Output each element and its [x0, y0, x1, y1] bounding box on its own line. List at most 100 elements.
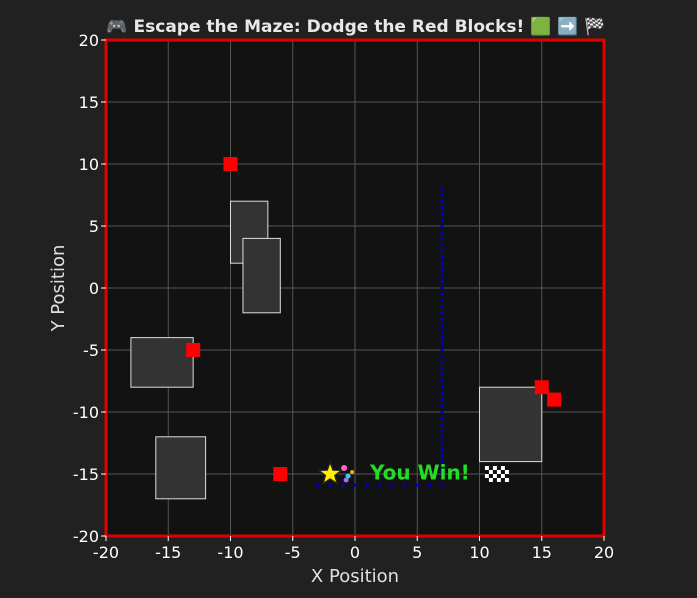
path-dot [440, 255, 444, 259]
path-dot [440, 404, 444, 408]
path-dot [440, 385, 444, 389]
checkered-flag-icon [484, 466, 509, 482]
path-dot [440, 205, 444, 210]
path-dot [440, 273, 444, 278]
path-dot [440, 466, 444, 470]
red-block-enemy [186, 343, 201, 357]
path-dot [440, 472, 444, 476]
red-blocks [186, 157, 562, 481]
path-dot [440, 218, 444, 222]
red-block-enemy [223, 157, 238, 171]
y-tick-label: -20 [73, 527, 99, 546]
path-dot [440, 428, 444, 433]
trail-path [315, 187, 444, 487]
flag-square [488, 466, 493, 470]
path-dot [440, 261, 444, 265]
path-dot [403, 483, 407, 487]
path-dot [440, 311, 444, 315]
path-dot [328, 483, 332, 487]
path-dot [365, 483, 370, 487]
flag-square [484, 474, 489, 478]
flag-square [484, 470, 489, 474]
flag-square [504, 466, 509, 470]
maze-wall [155, 436, 207, 500]
path-dot [440, 354, 444, 358]
x-tick-label: -10 [217, 543, 243, 562]
path-dot [440, 304, 444, 309]
path-dot [440, 335, 444, 340]
path-dot [440, 397, 444, 402]
path-dot [440, 373, 444, 377]
path-dot [440, 453, 444, 458]
x-tick-label: 15 [532, 543, 552, 562]
flag-square [504, 470, 509, 474]
path-dot [440, 323, 444, 327]
red-block-enemy [273, 467, 288, 481]
maze-wall [130, 337, 194, 388]
path-dot [440, 391, 444, 396]
flag-square [500, 478, 505, 482]
y-tick-label: 15 [79, 93, 99, 112]
path-dot [440, 416, 444, 420]
path-dot [440, 317, 444, 321]
path-dot [440, 447, 444, 451]
path-dot [440, 230, 444, 234]
flag-square [500, 466, 505, 470]
flag-square [504, 474, 509, 478]
path-dot [440, 280, 444, 284]
x-tick-label: 10 [469, 543, 489, 562]
path-dot [440, 199, 444, 203]
flag-square [492, 474, 497, 478]
y-tick-label: -5 [83, 341, 99, 360]
y-tick-label: 0 [89, 279, 99, 298]
flag-square [496, 478, 501, 482]
maze-walls [130, 200, 543, 500]
path-dot [440, 483, 444, 487]
path-dot [353, 483, 357, 487]
path-dot [440, 360, 444, 365]
path-dot [440, 236, 444, 241]
confetti-icon [341, 465, 348, 471]
path-dot [378, 483, 382, 487]
maze-wall [479, 386, 543, 463]
y-tick-label: -15 [73, 465, 99, 484]
x-tick-label: 20 [594, 543, 614, 562]
x-tick-label: 5 [412, 543, 422, 562]
path-dot [440, 211, 444, 216]
flag-square [500, 474, 505, 478]
path-dot [440, 410, 444, 414]
path-dot [440, 348, 444, 352]
chart-title: 🎮 Escape the Maze: Dodge the Red Blocks!… [106, 16, 605, 37]
player-marker [316, 459, 355, 486]
path-dot [415, 483, 419, 487]
flag-square [496, 470, 501, 474]
path-dot [315, 483, 320, 487]
x-axis-ticks: -20 -15 -10 -5 0 5 10 15 20 [93, 536, 614, 562]
flag-square [504, 478, 509, 482]
path-dot [428, 483, 432, 487]
x-axis-label: X Position [311, 566, 399, 587]
maze-wall [242, 237, 281, 314]
flag-square [488, 478, 493, 482]
y-tick-label: 20 [79, 31, 99, 50]
red-block-enemy [547, 392, 562, 407]
player-star-icon [316, 459, 344, 486]
path-dot [440, 435, 444, 439]
path-dot [440, 193, 444, 197]
path-dot [440, 242, 444, 247]
flag-square [484, 478, 489, 482]
path-dot [440, 366, 444, 371]
confetti-icon [345, 473, 351, 479]
flag-square [488, 470, 493, 474]
path-dot [390, 483, 395, 487]
x-tick-label: -15 [155, 543, 181, 562]
confetti-icon [343, 477, 349, 483]
x-tick-label: 0 [350, 543, 360, 562]
red-block-enemy [534, 380, 549, 395]
path-dot [440, 329, 444, 334]
flag-square [492, 466, 497, 470]
path-dot [440, 459, 444, 464]
path-dot [440, 298, 444, 303]
flag-square [492, 478, 497, 482]
